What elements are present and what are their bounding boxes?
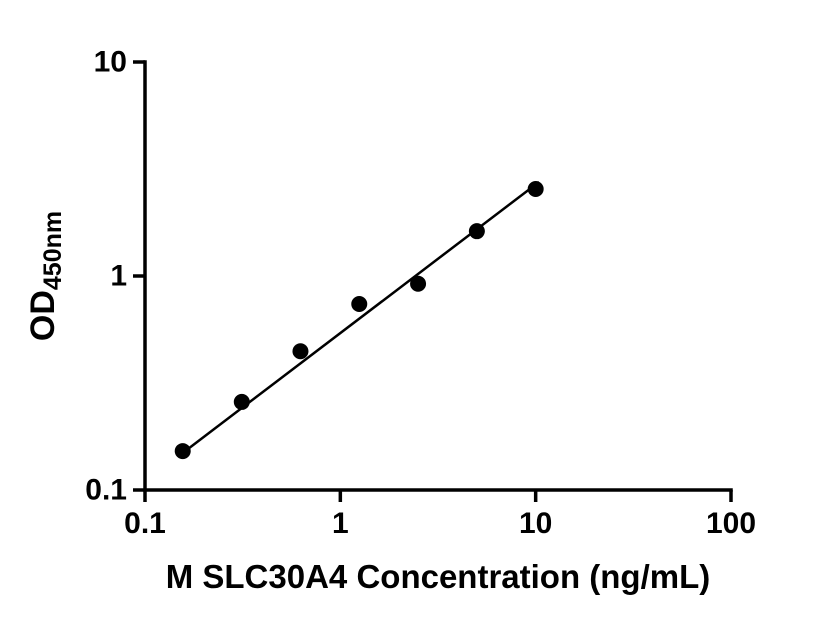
data-point — [292, 343, 309, 360]
data-point — [351, 295, 368, 312]
x-tick-label: 1 — [332, 507, 349, 540]
y-tick-label: 10 — [94, 46, 127, 79]
y-axis-title-main: OD — [24, 290, 62, 341]
x-axis-title: M SLC30A4 Concentration (ng/mL) — [166, 558, 711, 595]
data-point — [233, 393, 250, 410]
x-tick-label: 10 — [519, 507, 552, 540]
x-tick-label: 0.1 — [124, 507, 166, 540]
data-point — [527, 181, 544, 198]
data-point — [410, 275, 427, 292]
y-tick-label: 0.1 — [85, 474, 127, 507]
data-point — [174, 443, 191, 460]
x-tick-label: 100 — [706, 507, 756, 540]
y-axis-title-subscript: 450nm — [39, 211, 67, 290]
y-axis-title: OD450nm — [24, 211, 67, 341]
data-point — [468, 223, 485, 240]
y-tick-label: 1 — [110, 260, 127, 293]
